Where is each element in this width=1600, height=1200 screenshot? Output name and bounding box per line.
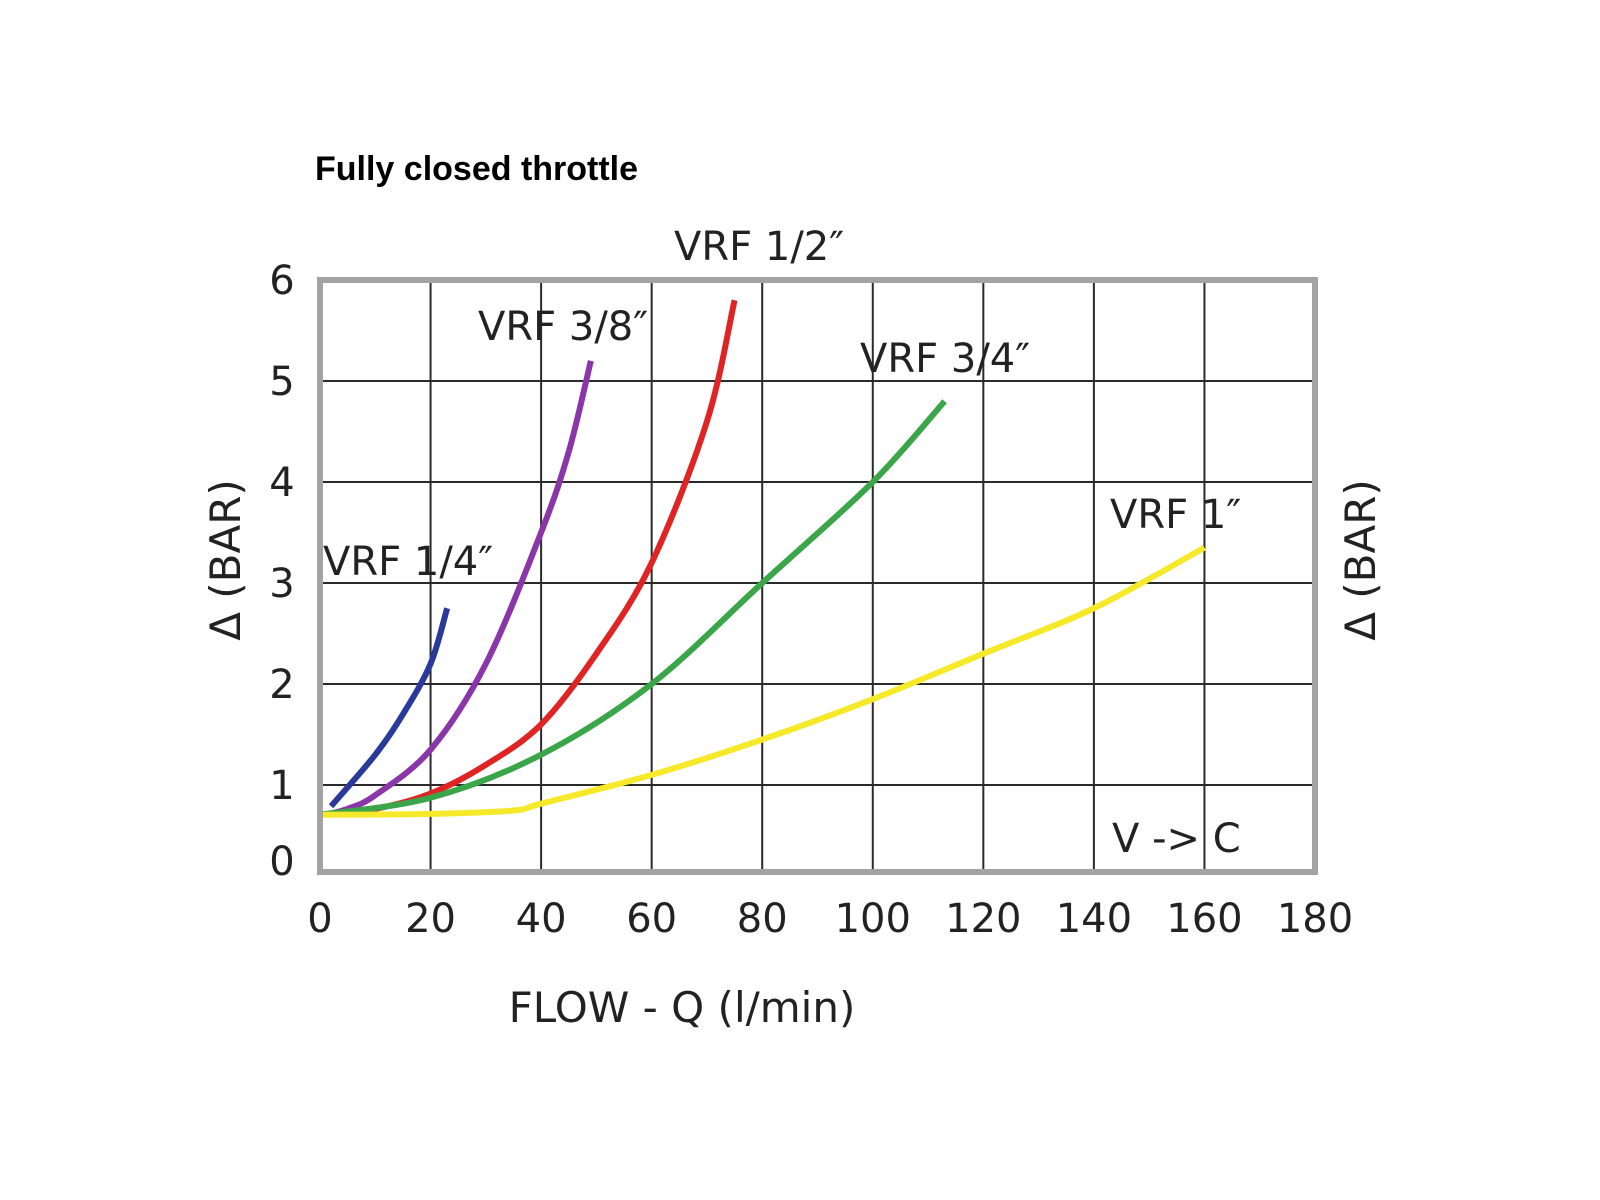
grid [320, 280, 1315, 870]
x-tick-label: 180 [1277, 896, 1353, 942]
y-axis-label-right: Δ (BAR) [1336, 479, 1385, 641]
x-tick-label: 160 [1166, 896, 1242, 942]
x-tick-label: 80 [737, 896, 788, 942]
y-tick-label: 4 [269, 460, 294, 506]
x-tick-label: 120 [945, 896, 1021, 942]
curve-label-vrf-3-8: VRF 3/8″ [478, 304, 648, 350]
y-tick-label: 5 [269, 359, 294, 405]
chart-title: Fully closed throttle [315, 150, 638, 188]
x-tick-label: 20 [405, 896, 456, 942]
y-tick-label: 3 [269, 561, 294, 607]
curve-label-vrf-1-2: VRF 1/2″ [674, 224, 844, 270]
series-line-0 [328, 607, 451, 809]
x-tick-label: 40 [516, 896, 567, 942]
x-axis-label: FLOW - Q (l/min) [509, 983, 856, 1032]
flow-direction-annotation: V -> C [1112, 816, 1241, 862]
series-line-4 [319, 545, 1206, 818]
y-tick-labels: 0 1 2 3 4 5 6 [269, 258, 294, 885]
y-tick-label: 2 [269, 662, 294, 708]
x-tick-label: 0 [307, 896, 332, 942]
y-axis-label: Δ (BAR) [201, 479, 250, 641]
series-line-1 [324, 360, 594, 818]
x-tick-label: 60 [626, 896, 677, 942]
x-tick-label: 140 [1056, 896, 1132, 942]
y-tick-label: 6 [269, 258, 294, 304]
curves [319, 299, 1206, 818]
x-tick-label: 100 [835, 896, 911, 942]
curve-label-vrf-1-4: VRF 1/4″ [323, 539, 493, 585]
curve-label-vrf-3-4: VRF 3/4″ [860, 336, 1030, 382]
curve-label-vrf-1: VRF 1″ [1110, 492, 1241, 538]
y-tick-label: 0 [269, 839, 294, 885]
series-line-3 [319, 399, 947, 818]
y-tick-label: 1 [269, 763, 294, 809]
x-tick-labels: 0 20 40 60 80 100 120 140 160 180 [307, 896, 1353, 942]
plot-frame [317, 277, 1318, 875]
